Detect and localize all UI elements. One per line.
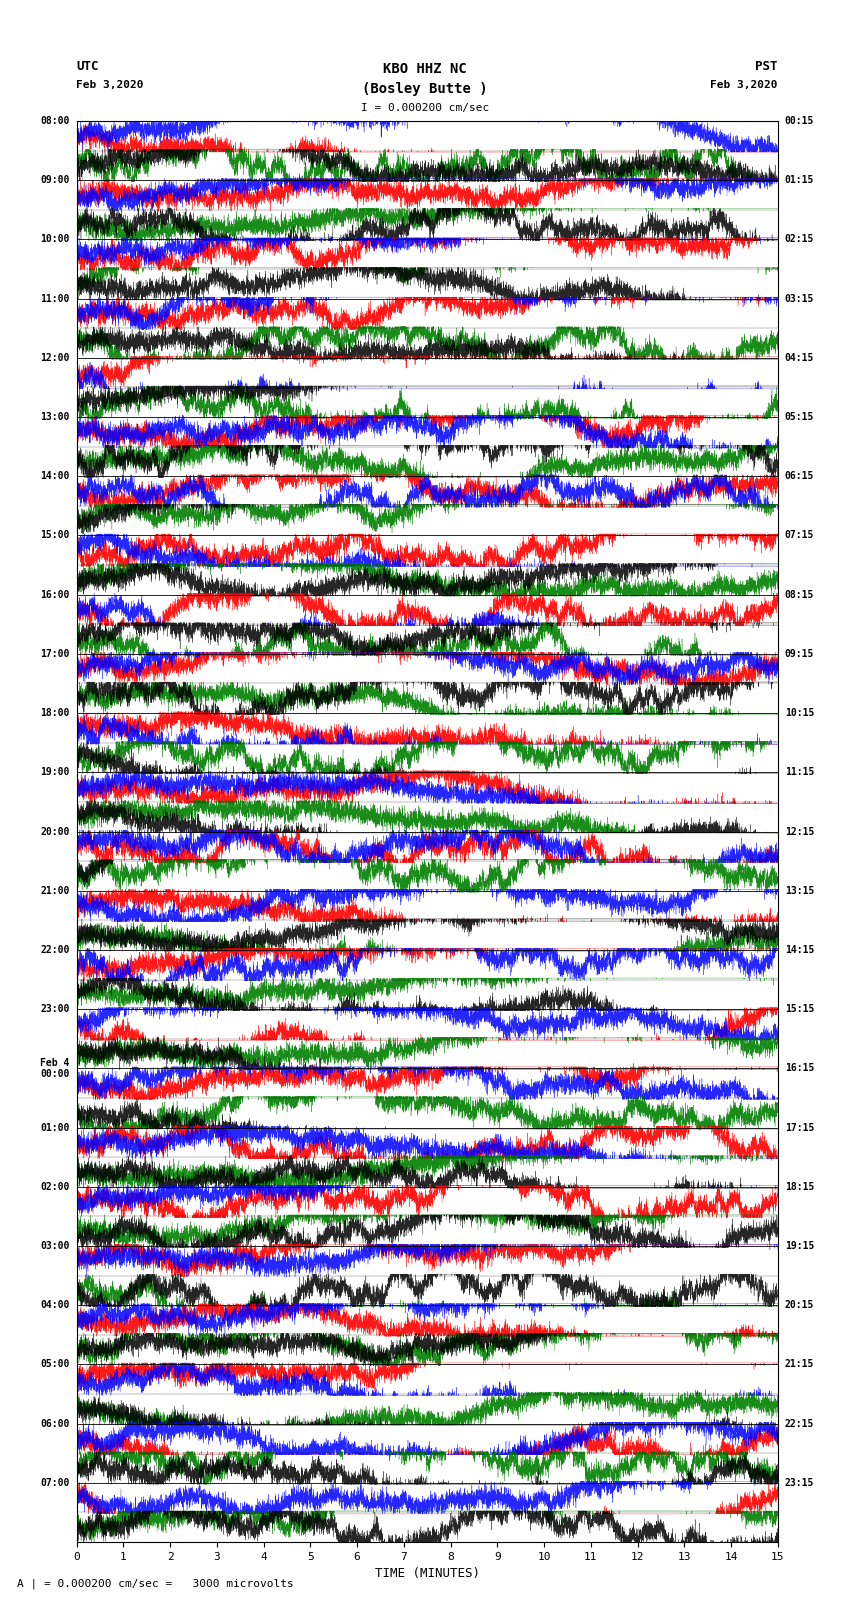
Text: 12:00: 12:00 [40,353,70,363]
Text: 05:15: 05:15 [785,411,814,423]
Text: 18:00: 18:00 [40,708,70,718]
Text: 01:15: 01:15 [785,176,814,185]
Text: 23:15: 23:15 [785,1478,814,1487]
Text: 22:15: 22:15 [785,1418,814,1429]
X-axis label: TIME (MINUTES): TIME (MINUTES) [375,1568,479,1581]
Text: 07:00: 07:00 [40,1478,70,1487]
Text: 14:00: 14:00 [40,471,70,481]
Text: I = 0.000200 cm/sec: I = 0.000200 cm/sec [361,103,489,113]
Text: 02:00: 02:00 [40,1182,70,1192]
Text: 09:00: 09:00 [40,176,70,185]
Text: 19:15: 19:15 [785,1240,814,1252]
Text: UTC: UTC [76,60,99,73]
Text: KBO HHZ NC: KBO HHZ NC [383,63,467,76]
Text: 11:00: 11:00 [40,294,70,303]
Text: 09:15: 09:15 [785,648,814,658]
Text: 13:15: 13:15 [785,886,814,895]
Text: 03:00: 03:00 [40,1240,70,1252]
Text: 12:15: 12:15 [785,826,814,837]
Text: 04:15: 04:15 [785,353,814,363]
Text: 04:00: 04:00 [40,1300,70,1310]
Text: 20:15: 20:15 [785,1300,814,1310]
Text: 05:00: 05:00 [40,1360,70,1369]
Text: 20:00: 20:00 [40,826,70,837]
Text: 18:15: 18:15 [785,1182,814,1192]
Text: 10:15: 10:15 [785,708,814,718]
Text: 21:00: 21:00 [40,886,70,895]
Text: Feb 3,2020: Feb 3,2020 [711,81,778,90]
Text: 11:15: 11:15 [785,768,814,777]
Text: 00:15: 00:15 [785,116,814,126]
Text: 10:00: 10:00 [40,234,70,245]
Text: 07:15: 07:15 [785,531,814,540]
Text: 01:00: 01:00 [40,1123,70,1132]
Text: 06:00: 06:00 [40,1418,70,1429]
Text: Feb 3,2020: Feb 3,2020 [76,81,144,90]
Text: Feb 4
00:00: Feb 4 00:00 [40,1058,70,1079]
Text: 14:15: 14:15 [785,945,814,955]
Text: 15:15: 15:15 [785,1005,814,1015]
Text: 02:15: 02:15 [785,234,814,245]
Text: (Bosley Butte ): (Bosley Butte ) [362,82,488,95]
Text: 17:15: 17:15 [785,1123,814,1132]
Text: 16:15: 16:15 [785,1063,814,1073]
Text: 03:15: 03:15 [785,294,814,303]
Text: 08:15: 08:15 [785,590,814,600]
Text: 21:15: 21:15 [785,1360,814,1369]
Text: 06:15: 06:15 [785,471,814,481]
Text: A | = 0.000200 cm/sec =   3000 microvolts: A | = 0.000200 cm/sec = 3000 microvolts [17,1579,294,1589]
Text: 23:00: 23:00 [40,1005,70,1015]
Text: 17:00: 17:00 [40,648,70,658]
Text: 15:00: 15:00 [40,531,70,540]
Text: 19:00: 19:00 [40,768,70,777]
Text: 08:00: 08:00 [40,116,70,126]
Text: 13:00: 13:00 [40,411,70,423]
Text: PST: PST [756,60,778,73]
Text: 16:00: 16:00 [40,590,70,600]
Text: 22:00: 22:00 [40,945,70,955]
